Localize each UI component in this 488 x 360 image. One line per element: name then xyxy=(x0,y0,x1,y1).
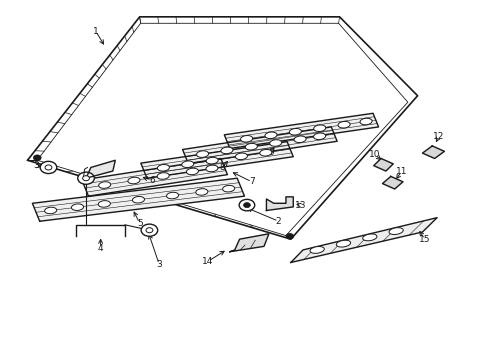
Ellipse shape xyxy=(293,136,305,143)
Ellipse shape xyxy=(235,153,247,159)
Text: 8: 8 xyxy=(219,163,225,172)
Circle shape xyxy=(146,228,153,233)
Ellipse shape xyxy=(362,234,376,241)
Text: 15: 15 xyxy=(418,235,430,244)
Ellipse shape xyxy=(44,207,57,214)
Ellipse shape xyxy=(264,132,276,139)
Polygon shape xyxy=(224,113,378,148)
Ellipse shape xyxy=(269,140,281,146)
Text: 5: 5 xyxy=(137,219,142,228)
Ellipse shape xyxy=(205,165,218,172)
Ellipse shape xyxy=(245,143,257,150)
Text: 12: 12 xyxy=(432,132,444,141)
Text: 9: 9 xyxy=(268,148,274,157)
Polygon shape xyxy=(141,141,293,178)
Circle shape xyxy=(243,203,250,208)
Polygon shape xyxy=(182,127,336,164)
Text: 14: 14 xyxy=(202,257,213,266)
Polygon shape xyxy=(81,158,227,196)
Text: 4: 4 xyxy=(98,244,103,253)
Ellipse shape xyxy=(157,165,169,171)
Ellipse shape xyxy=(313,133,325,140)
Circle shape xyxy=(40,161,57,174)
Ellipse shape xyxy=(128,177,140,184)
Ellipse shape xyxy=(99,182,110,188)
Circle shape xyxy=(78,172,94,184)
Ellipse shape xyxy=(388,228,403,234)
Polygon shape xyxy=(266,197,293,211)
Circle shape xyxy=(33,155,41,161)
Text: 2: 2 xyxy=(275,217,281,226)
Circle shape xyxy=(45,165,52,170)
Polygon shape xyxy=(422,146,444,158)
Ellipse shape xyxy=(98,201,110,207)
Circle shape xyxy=(82,176,89,181)
Polygon shape xyxy=(373,158,392,171)
Text: 7: 7 xyxy=(248,177,254,186)
Ellipse shape xyxy=(221,147,232,154)
Ellipse shape xyxy=(359,118,371,125)
Circle shape xyxy=(285,233,293,239)
Text: 11: 11 xyxy=(395,167,407,176)
Circle shape xyxy=(141,224,158,236)
Ellipse shape xyxy=(157,173,169,179)
Circle shape xyxy=(239,199,254,211)
Ellipse shape xyxy=(71,204,83,211)
Ellipse shape xyxy=(240,135,252,142)
Ellipse shape xyxy=(182,161,193,167)
Ellipse shape xyxy=(336,240,350,247)
Text: 3: 3 xyxy=(156,260,162,269)
Text: 13: 13 xyxy=(294,201,305,210)
Ellipse shape xyxy=(195,189,207,195)
Ellipse shape xyxy=(186,168,198,175)
Ellipse shape xyxy=(132,197,144,203)
Ellipse shape xyxy=(309,247,324,253)
Polygon shape xyxy=(382,176,402,189)
Ellipse shape xyxy=(222,185,234,192)
Text: 10: 10 xyxy=(368,150,380,159)
Ellipse shape xyxy=(289,129,301,135)
Text: 6: 6 xyxy=(149,176,154,185)
Polygon shape xyxy=(229,234,268,252)
Polygon shape xyxy=(86,160,115,178)
Ellipse shape xyxy=(206,157,218,164)
Polygon shape xyxy=(32,178,244,221)
Text: 1: 1 xyxy=(93,27,99,36)
Ellipse shape xyxy=(337,121,349,128)
Text: 3: 3 xyxy=(33,161,39,170)
Ellipse shape xyxy=(196,151,208,157)
Ellipse shape xyxy=(313,125,325,131)
Polygon shape xyxy=(290,218,436,262)
Ellipse shape xyxy=(259,149,271,156)
Ellipse shape xyxy=(166,192,178,199)
